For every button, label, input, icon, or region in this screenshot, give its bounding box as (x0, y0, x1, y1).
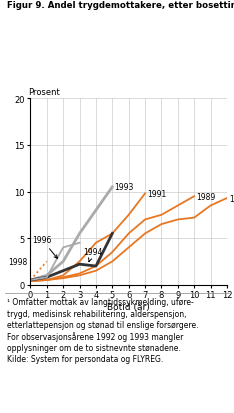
Text: Figur 9. Andel trygdemottakere, etter bosettingsår (flyktningkull) og botid (ant: Figur 9. Andel trygdemottakere, etter bo… (7, 0, 234, 10)
Text: ¹ Omfatter mottak av langtidssykmelding, uføre-
trygd, medisinsk rehabilitering,: ¹ Omfatter mottak av langtidssykmelding,… (7, 298, 198, 363)
Text: 1989: 1989 (196, 192, 215, 201)
X-axis label: Botid (år): Botid (år) (107, 302, 150, 311)
Text: 1991: 1991 (147, 190, 166, 198)
Text: 1993: 1993 (114, 183, 133, 192)
Text: 1996: 1996 (32, 235, 58, 259)
Text: 1994: 1994 (83, 247, 102, 262)
Text: Prosent: Prosent (28, 88, 60, 97)
Text: 1987: 1987 (230, 194, 234, 203)
Text: 1998: 1998 (8, 257, 27, 266)
